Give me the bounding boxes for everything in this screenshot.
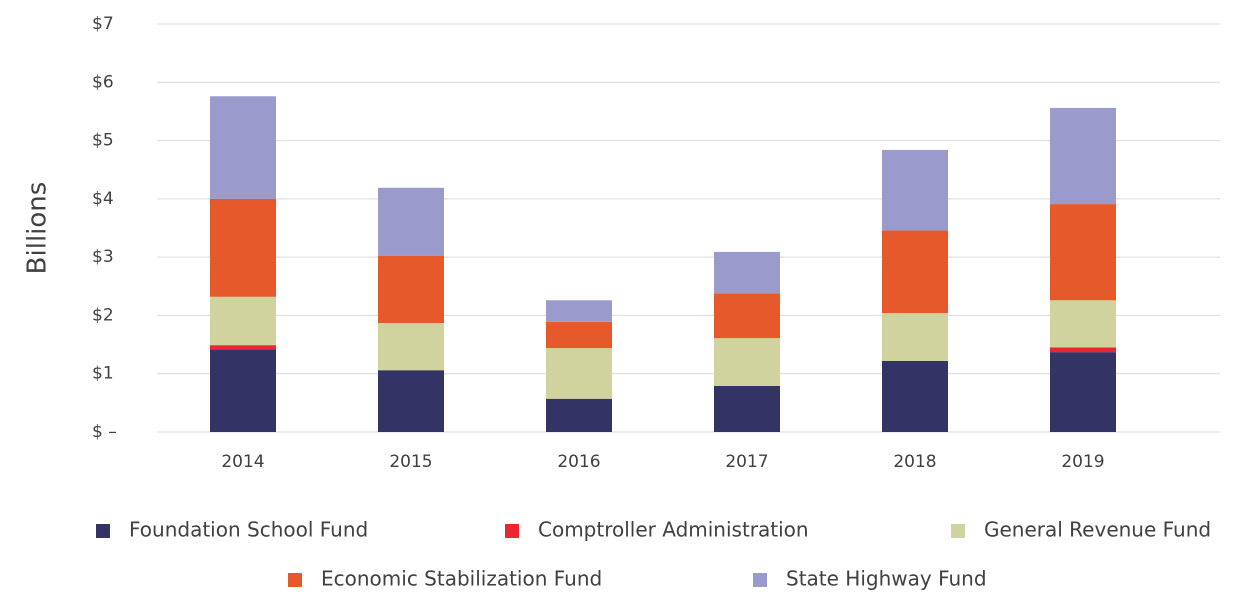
- legend-label: Foundation School Fund: [129, 518, 368, 542]
- legend-label: Economic Stabilization Fund: [321, 567, 602, 591]
- y-tick-label: $7: [92, 14, 114, 34]
- legend-label: Comptroller Administration: [538, 518, 809, 542]
- bar-segment: [714, 293, 780, 339]
- y-tick-label: $2: [92, 305, 114, 325]
- x-tick-label: 2018: [893, 452, 936, 472]
- legend-swatch: [951, 524, 965, 538]
- bar-segment: [546, 321, 612, 349]
- bar-segment: [1050, 352, 1116, 432]
- legend-label: General Revenue Fund: [984, 518, 1211, 542]
- legend-swatch: [505, 524, 519, 538]
- bar-segment: [210, 345, 276, 350]
- x-tick-label: 2016: [557, 452, 600, 472]
- y-tick-label: $ –: [92, 422, 117, 442]
- bar-segment: [378, 187, 444, 256]
- bar-segment: [882, 230, 948, 314]
- bar-segment: [1050, 347, 1116, 353]
- x-tick-label: 2015: [389, 452, 432, 472]
- y-tick-label: $3: [92, 247, 114, 267]
- x-tick-label: 2019: [1061, 452, 1104, 472]
- bar-segment: [882, 313, 948, 361]
- bar-segment: [546, 300, 612, 322]
- bar-segment: [378, 323, 444, 371]
- legend-swatch: [753, 573, 767, 587]
- y-tick-label: $4: [92, 189, 114, 209]
- bar-segment: [714, 338, 780, 386]
- bar-segment: [1050, 300, 1116, 348]
- x-tick-label: 2017: [725, 452, 768, 472]
- y-tick-label: $1: [92, 364, 114, 384]
- bar-segment: [210, 349, 276, 432]
- legend-label: State Highway Fund: [786, 567, 987, 591]
- y-axis-title: Billions: [23, 182, 53, 275]
- bar-segment: [210, 198, 276, 297]
- legend-swatch: [288, 573, 302, 587]
- y-tick-label: $5: [92, 131, 114, 151]
- bar-segment: [210, 96, 276, 199]
- bar-segment: [378, 255, 444, 324]
- bar-segment: [1050, 107, 1116, 205]
- bar-segment: [714, 385, 780, 432]
- bar-segment: [1050, 204, 1116, 301]
- bar-segment: [210, 296, 276, 346]
- bar-segment: [546, 398, 612, 432]
- legend-swatch: [96, 524, 110, 538]
- bar-segment: [714, 251, 780, 294]
- bar-segment: [378, 370, 444, 432]
- x-tick-label: 2014: [221, 452, 264, 472]
- y-tick-label: $6: [92, 72, 114, 92]
- bar-segment: [882, 360, 948, 432]
- bar-segment: [546, 348, 612, 399]
- bar-segment: [882, 149, 948, 231]
